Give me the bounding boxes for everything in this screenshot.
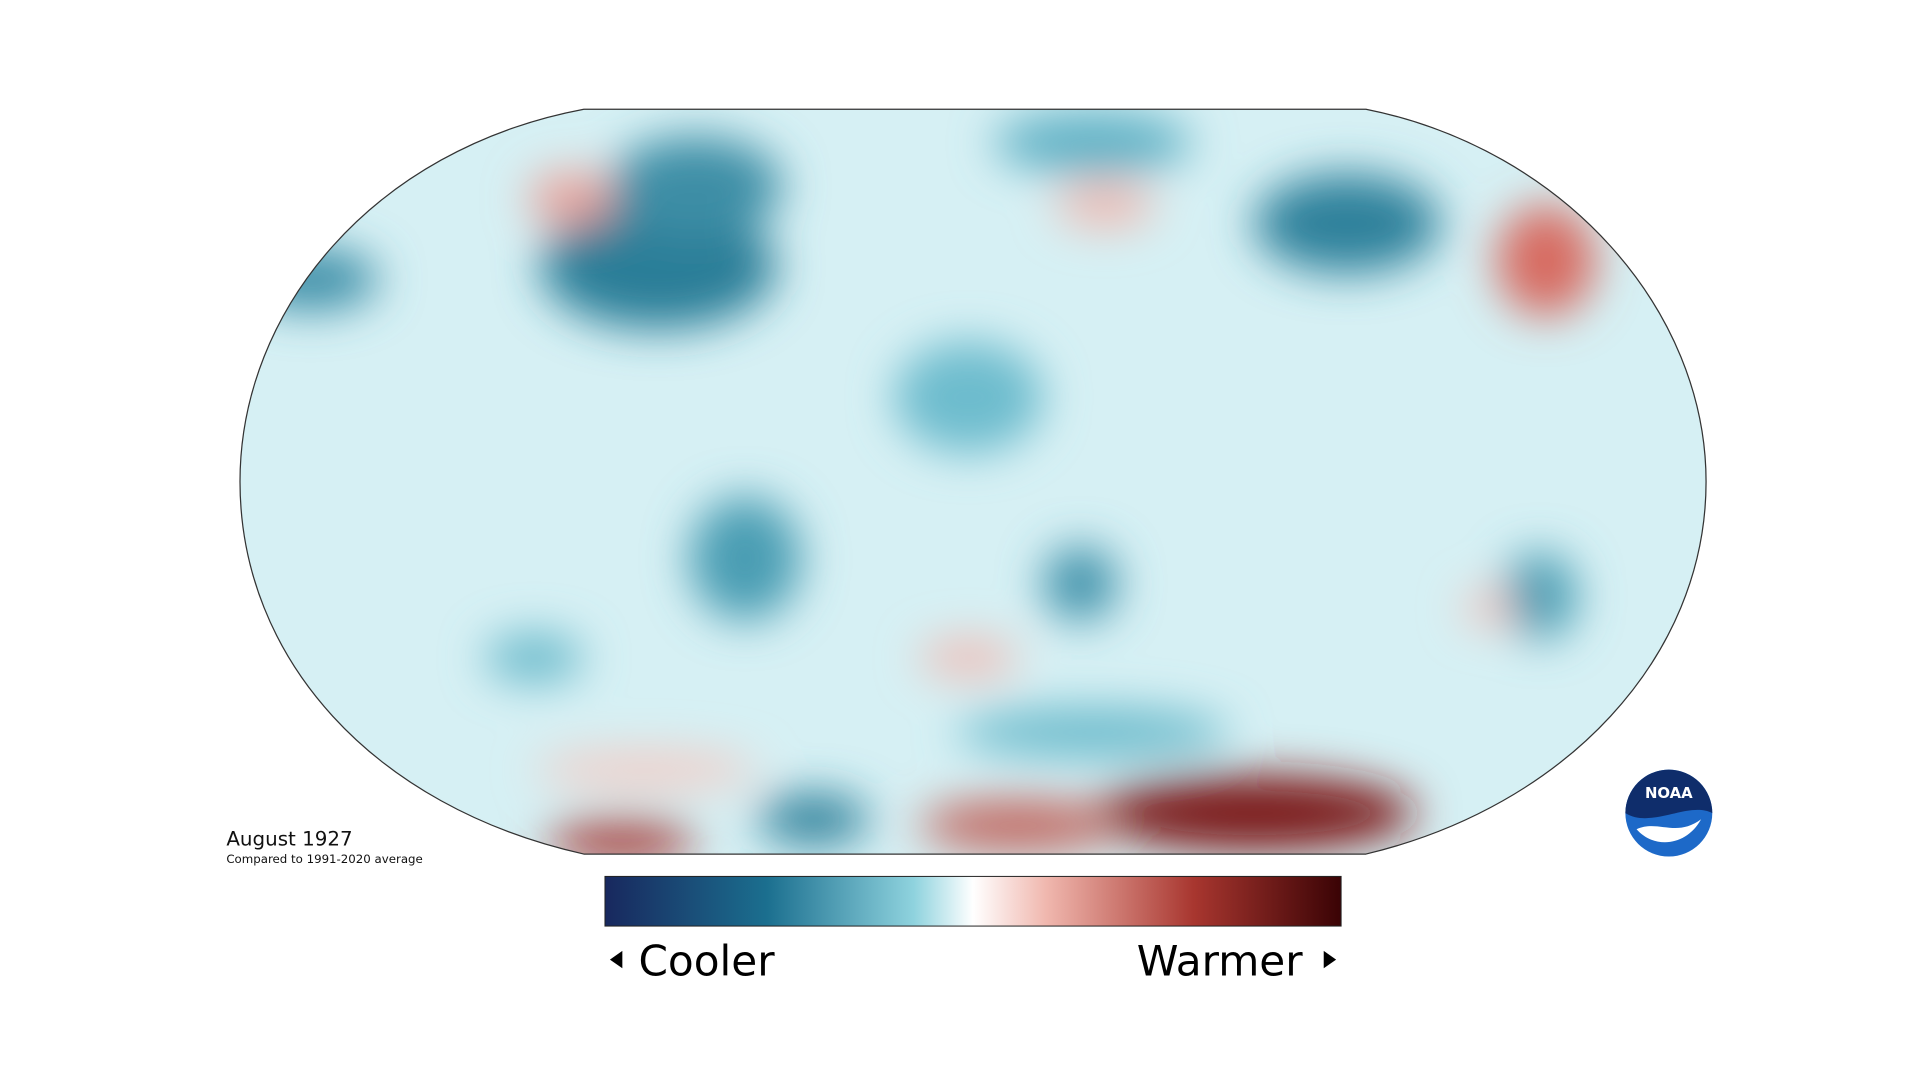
noaa-logo: NOAA	[1625, 769, 1713, 857]
map-title: August 1927	[226, 827, 352, 850]
legend-low-label: Cooler	[638, 937, 775, 986]
arrow-left	[609, 950, 623, 969]
color-scale	[604, 875, 1342, 927]
arrow-right	[1323, 950, 1337, 969]
map-outline	[239, 108, 1707, 855]
map-subtitle: Compared to 1991-2020 average	[226, 852, 422, 866]
logo-text: NOAA	[1645, 784, 1693, 802]
legend-high-label: Warmer	[1137, 937, 1304, 986]
anomaly-map	[240, 109, 1707, 855]
